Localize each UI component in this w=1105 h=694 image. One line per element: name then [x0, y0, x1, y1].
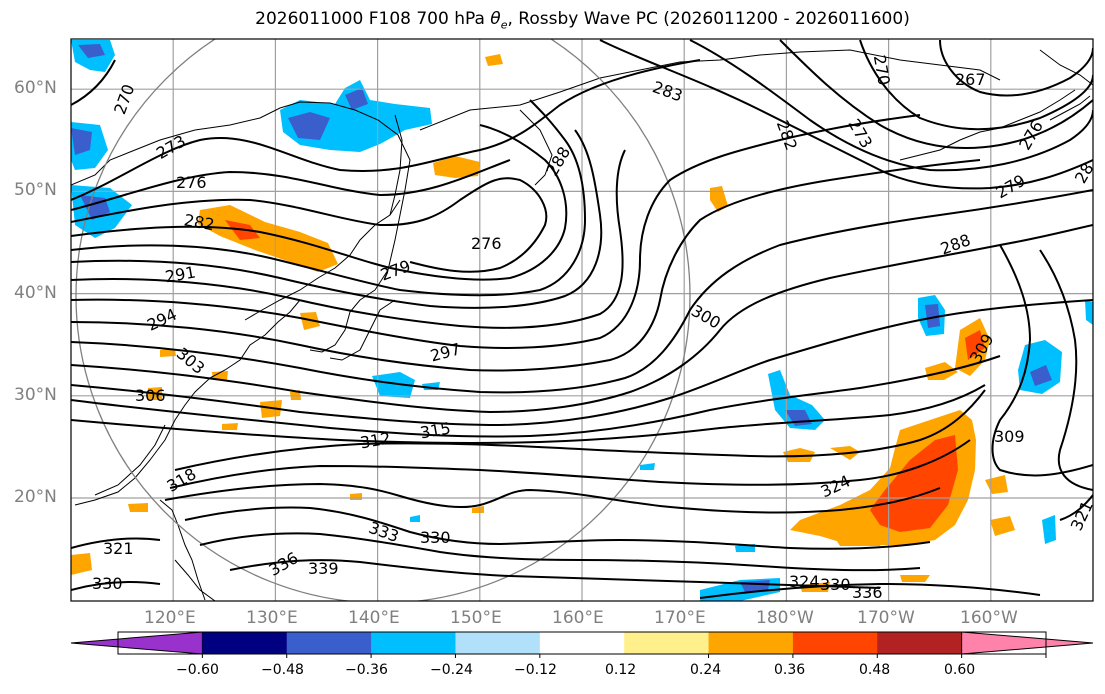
contour-label-276-a: 276 — [176, 173, 207, 192]
lon-label: 130°E — [246, 608, 298, 628]
lat-label: 50°N — [14, 180, 57, 200]
colorbar-tick-label: 0.12 — [605, 662, 637, 678]
lat-label: 20°N — [14, 487, 57, 507]
domain-circle — [75, 39, 691, 601]
colorbar-segment — [792, 632, 878, 654]
contour-label-333: 333 — [366, 518, 401, 546]
colorbar-segment — [286, 632, 372, 654]
colorbar-tick-label: −0.24 — [430, 662, 473, 678]
map-frame — [70, 38, 1094, 602]
contour-label-270-a: 270 — [110, 82, 138, 117]
contour-label-336-a: 336 — [266, 548, 302, 580]
contour-label-282-b: 282 — [773, 118, 801, 153]
lon-label: 150°E — [450, 608, 502, 628]
contour-label-279-a: 279 — [378, 256, 413, 284]
lon-label: 170°W — [857, 608, 915, 628]
contour-label-294: 294 — [144, 305, 180, 335]
lon-label: 140°E — [348, 608, 400, 628]
lat-label: 40°N — [14, 283, 57, 303]
colorbar-tick-label: −0.60 — [176, 662, 219, 678]
coastlines — [71, 49, 1093, 601]
contour-label-330-c: 330 — [820, 575, 851, 594]
lon-label: 170°E — [654, 608, 706, 628]
lon-label: 180°W — [756, 608, 814, 628]
contour-label-330-a: 330 — [92, 574, 123, 593]
colorbar-tick-label: −0.48 — [261, 662, 304, 678]
contour-label-324-b: 324 — [789, 572, 820, 591]
colorbar-segment — [877, 632, 963, 654]
colorbar-segment — [624, 632, 710, 654]
colorbar-tick-label: −0.36 — [345, 662, 388, 678]
contour-label-288-a: 288 — [542, 143, 574, 179]
contour-label-270-b: 270 — [870, 53, 894, 86]
contour-label-303: 303 — [173, 344, 209, 378]
lon-label: 120°E — [144, 608, 196, 628]
contour-label-321-a: 321 — [103, 539, 134, 558]
lat-label: 30°N — [14, 385, 57, 405]
colorbar-tick-label: 0.24 — [690, 662, 722, 678]
gridlines — [71, 39, 1093, 601]
lon-label: 160°W — [960, 608, 1018, 628]
colorbar-extend-low — [70, 631, 203, 655]
contour-label-273-a: 273 — [153, 131, 189, 163]
contour-label-321-b: 321 — [1067, 498, 1097, 534]
colorbar-segment — [371, 632, 456, 654]
colorbar-tick-label: 0.36 — [774, 662, 806, 678]
colorbar-segment — [455, 632, 541, 654]
contour-label-267: 267 — [955, 70, 986, 89]
contour-label-276-b: 276 — [471, 234, 502, 253]
colorbar-segment — [708, 632, 794, 654]
contour-label-306: 306 — [135, 386, 166, 405]
colorbar-extend-high — [961, 631, 1094, 655]
contour-label-336-b: 336 — [852, 583, 883, 602]
lon-label: 160°E — [552, 608, 604, 628]
colorbar-tick-label: 0.60 — [944, 662, 976, 678]
contour-label-315: 315 — [419, 418, 452, 442]
contour-label-339: 339 — [308, 559, 339, 578]
colorbar-segment — [539, 632, 625, 654]
contour-label-312: 312 — [359, 428, 392, 452]
contour-label-318: 318 — [164, 464, 200, 496]
contour-label-324-a: 324 — [818, 471, 854, 501]
theta-e-contours — [71, 39, 1093, 599]
contour-label-283: 283 — [650, 77, 685, 105]
figure-title: 2026011000 F108 700 hPa θe, Rossby Wave … — [255, 9, 910, 32]
contour-label-288-b: 288 — [938, 230, 973, 258]
colorbar-tick-label: −0.12 — [514, 662, 557, 678]
colorbar-tick-label: 0.48 — [859, 662, 891, 678]
colorbar — [70, 631, 1094, 658]
positive-anomaly-shading — [71, 54, 1015, 592]
contour-label-330-b: 330 — [420, 528, 451, 547]
contour-label-282-a: 282 — [183, 210, 216, 234]
lat-label: 60°N — [14, 78, 57, 98]
colorbar-segment — [202, 632, 288, 654]
contour-label-279-b: 279 — [993, 171, 1029, 203]
contour-label-309-b: 309 — [994, 427, 1025, 446]
contour-label-276-c: 276 — [1015, 117, 1047, 153]
